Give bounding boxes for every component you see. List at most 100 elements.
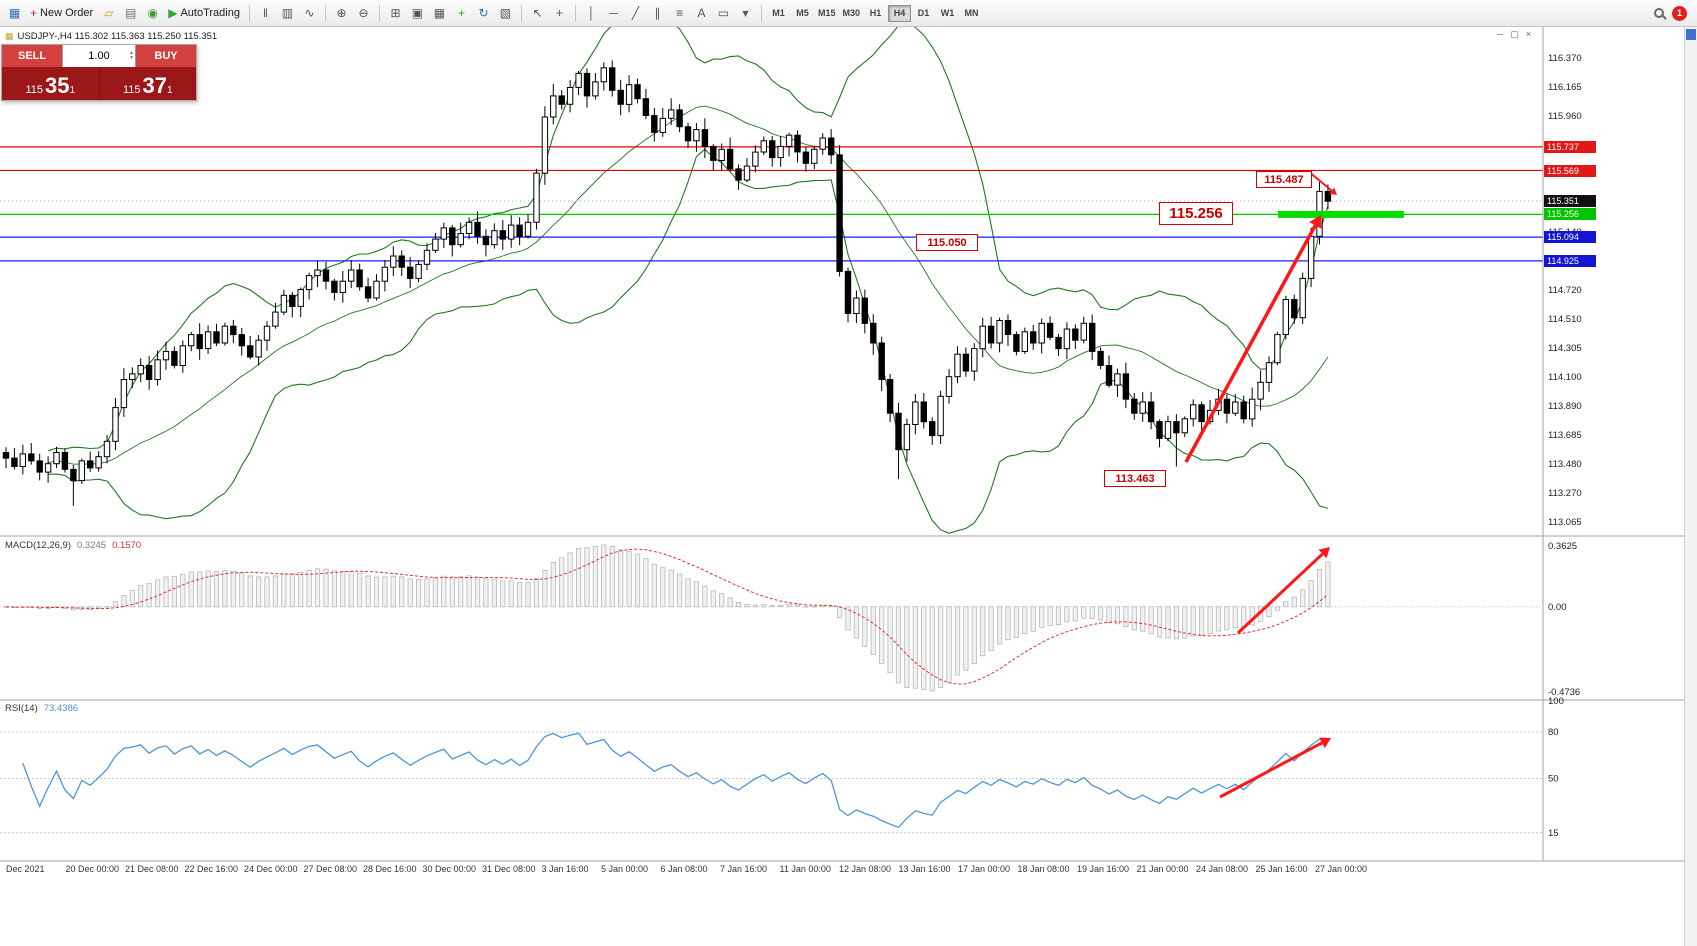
sell-price[interactable]: 115 35 1 bbox=[2, 67, 100, 100]
bar-chart-type-button[interactable]: ‖ bbox=[255, 3, 276, 24]
candle-body bbox=[289, 294, 296, 307]
price-axis-label: 114.100 bbox=[1548, 372, 1582, 383]
macd-bar bbox=[811, 606, 817, 608]
buy-price[interactable]: 115 37 1 bbox=[100, 67, 197, 100]
vertical-scrollbar[interactable] bbox=[1684, 27, 1697, 946]
candle-body bbox=[1282, 299, 1289, 336]
text-label-tool-button[interactable]: ▭ bbox=[713, 3, 734, 24]
sell-button[interactable]: SELL bbox=[2, 45, 62, 67]
alerts-icon-button[interactable]: ◉ bbox=[142, 3, 163, 24]
candle-body bbox=[415, 263, 422, 279]
timeframe-d1-button[interactable]: D1 bbox=[917, 8, 930, 18]
candle-body bbox=[1274, 334, 1281, 364]
candle-body bbox=[213, 331, 220, 344]
timeframe-m1-button[interactable]: M1 bbox=[772, 8, 785, 18]
macd-bar bbox=[247, 575, 253, 608]
tile-windows-button[interactable]: ⊞ bbox=[385, 3, 406, 24]
macd-bar bbox=[449, 576, 455, 608]
candle-chart-type-button[interactable]: ▥ bbox=[277, 3, 298, 24]
candle-body bbox=[769, 140, 776, 159]
volume-step-down-button[interactable]: ▼ bbox=[129, 55, 134, 61]
vertical-line-tool-button[interactable]: │ bbox=[581, 3, 602, 24]
chart-template-button[interactable]: ▧ bbox=[495, 3, 516, 24]
trend-arrow-head bbox=[1318, 547, 1330, 559]
cursor-tool-button[interactable]: ↖ bbox=[527, 3, 548, 24]
trendline-tool-button[interactable]: ╱ bbox=[625, 3, 646, 24]
new-chart-button[interactable]: + bbox=[451, 3, 472, 24]
candle-body bbox=[1164, 421, 1172, 439]
candle-body bbox=[272, 311, 279, 327]
candle-body bbox=[634, 84, 641, 100]
macd-bar bbox=[685, 578, 691, 608]
macd-bar bbox=[1300, 589, 1306, 608]
timeframe-mn-button[interactable]: MN bbox=[964, 8, 979, 18]
shapes-dropdown-button[interactable]: ▾ bbox=[735, 3, 756, 24]
timeframe-m5-button[interactable]: M5 bbox=[796, 8, 809, 18]
macd-bar bbox=[3, 606, 9, 608]
timeframe-m30-button[interactable]: M30 bbox=[842, 8, 860, 18]
time-axis-label: 25 Jan 16:00 bbox=[1256, 864, 1308, 874]
fibonacci-tool-button[interactable]: ≡ bbox=[669, 3, 690, 24]
candle-body bbox=[1105, 365, 1113, 386]
candle-body bbox=[373, 280, 380, 299]
macd-bar bbox=[1241, 606, 1247, 628]
price-callout-113463-text: 113.463 bbox=[1115, 472, 1155, 485]
macd-bar bbox=[702, 585, 708, 608]
buy-button[interactable]: BUY bbox=[136, 45, 196, 67]
charts-grid-icon-button[interactable]: ▤ bbox=[120, 3, 141, 24]
timeframe-m15-button[interactable]: M15 bbox=[817, 8, 836, 18]
macd-bar bbox=[1308, 580, 1314, 608]
zoom-out-button[interactable]: ⊖ bbox=[353, 3, 374, 24]
horizontal-line-tool-button[interactable]: ─ bbox=[603, 3, 624, 24]
timeframe-h1-button[interactable]: H1 bbox=[869, 8, 882, 18]
minimize-button[interactable]: ─ bbox=[1497, 29, 1504, 39]
time-axis-label: 27 Dec 08:00 bbox=[304, 864, 358, 874]
candle-body bbox=[28, 453, 35, 462]
scrollbar-thumb[interactable] bbox=[1686, 29, 1696, 40]
cursor-tool-icon: ↖ bbox=[532, 6, 543, 20]
channel-tool-button[interactable]: ∥ bbox=[647, 3, 668, 24]
timeframe-w1-button[interactable]: W1 bbox=[940, 8, 955, 18]
candle-body bbox=[61, 452, 69, 470]
notification-badge[interactable]: 1 bbox=[1672, 5, 1687, 21]
macd-bar bbox=[1207, 606, 1213, 635]
new-order-button[interactable]: + New Order bbox=[26, 3, 97, 24]
candle-body bbox=[112, 407, 119, 442]
time-axis-label: 19 Jan 16:00 bbox=[1077, 864, 1129, 874]
cascade-windows-button[interactable]: ▣ bbox=[407, 3, 428, 24]
macd-bar bbox=[1072, 606, 1078, 622]
macd-bar bbox=[96, 606, 102, 610]
toolbar-separator bbox=[520, 4, 522, 22]
volume-input[interactable] bbox=[63, 45, 135, 67]
refresh-button[interactable]: ↻ bbox=[473, 3, 494, 24]
text-tool-button[interactable]: A bbox=[691, 3, 712, 24]
macd-scale-label: 0.3625 bbox=[1548, 541, 1577, 552]
candle-chart-type-icon: ▥ bbox=[281, 6, 294, 20]
close-button[interactable]: × bbox=[1525, 29, 1532, 39]
macd-bar bbox=[1316, 569, 1323, 608]
macd-bar bbox=[1274, 606, 1280, 611]
chart-shift-icon-button[interactable]: ▱ bbox=[98, 3, 119, 24]
time-axis-label: 21 Dec 08:00 bbox=[125, 864, 179, 874]
chart-window-controls: ─ ▢ × bbox=[1497, 29, 1531, 40]
price-badge-green-level: 115.256 bbox=[1544, 208, 1596, 221]
macd-bar bbox=[559, 557, 565, 608]
candle-body bbox=[844, 270, 852, 314]
macd-bar bbox=[963, 606, 969, 671]
timeframe-h4-button[interactable]: H4 bbox=[888, 4, 911, 22]
crosshair-tool-button[interactable]: + bbox=[549, 3, 570, 24]
candle-body bbox=[828, 137, 835, 156]
candle-body bbox=[693, 129, 700, 142]
restore-button[interactable]: ▢ bbox=[1510, 29, 1519, 39]
candle-body bbox=[263, 325, 271, 341]
autotrading-button[interactable]: ▶ AutoTrading bbox=[164, 3, 244, 24]
zoom-in-button[interactable]: ⊕ bbox=[331, 3, 352, 24]
search-icon[interactable] bbox=[1654, 8, 1664, 18]
candle-body bbox=[836, 154, 843, 272]
macd-bar bbox=[171, 575, 177, 608]
arrange-windows-button[interactable]: ▦ bbox=[429, 3, 450, 24]
macd-signal-line bbox=[5, 548, 1329, 685]
candle-body bbox=[1147, 401, 1155, 423]
line-chart-type-button[interactable]: ∿ bbox=[299, 3, 320, 24]
candle-body bbox=[1072, 328, 1079, 341]
